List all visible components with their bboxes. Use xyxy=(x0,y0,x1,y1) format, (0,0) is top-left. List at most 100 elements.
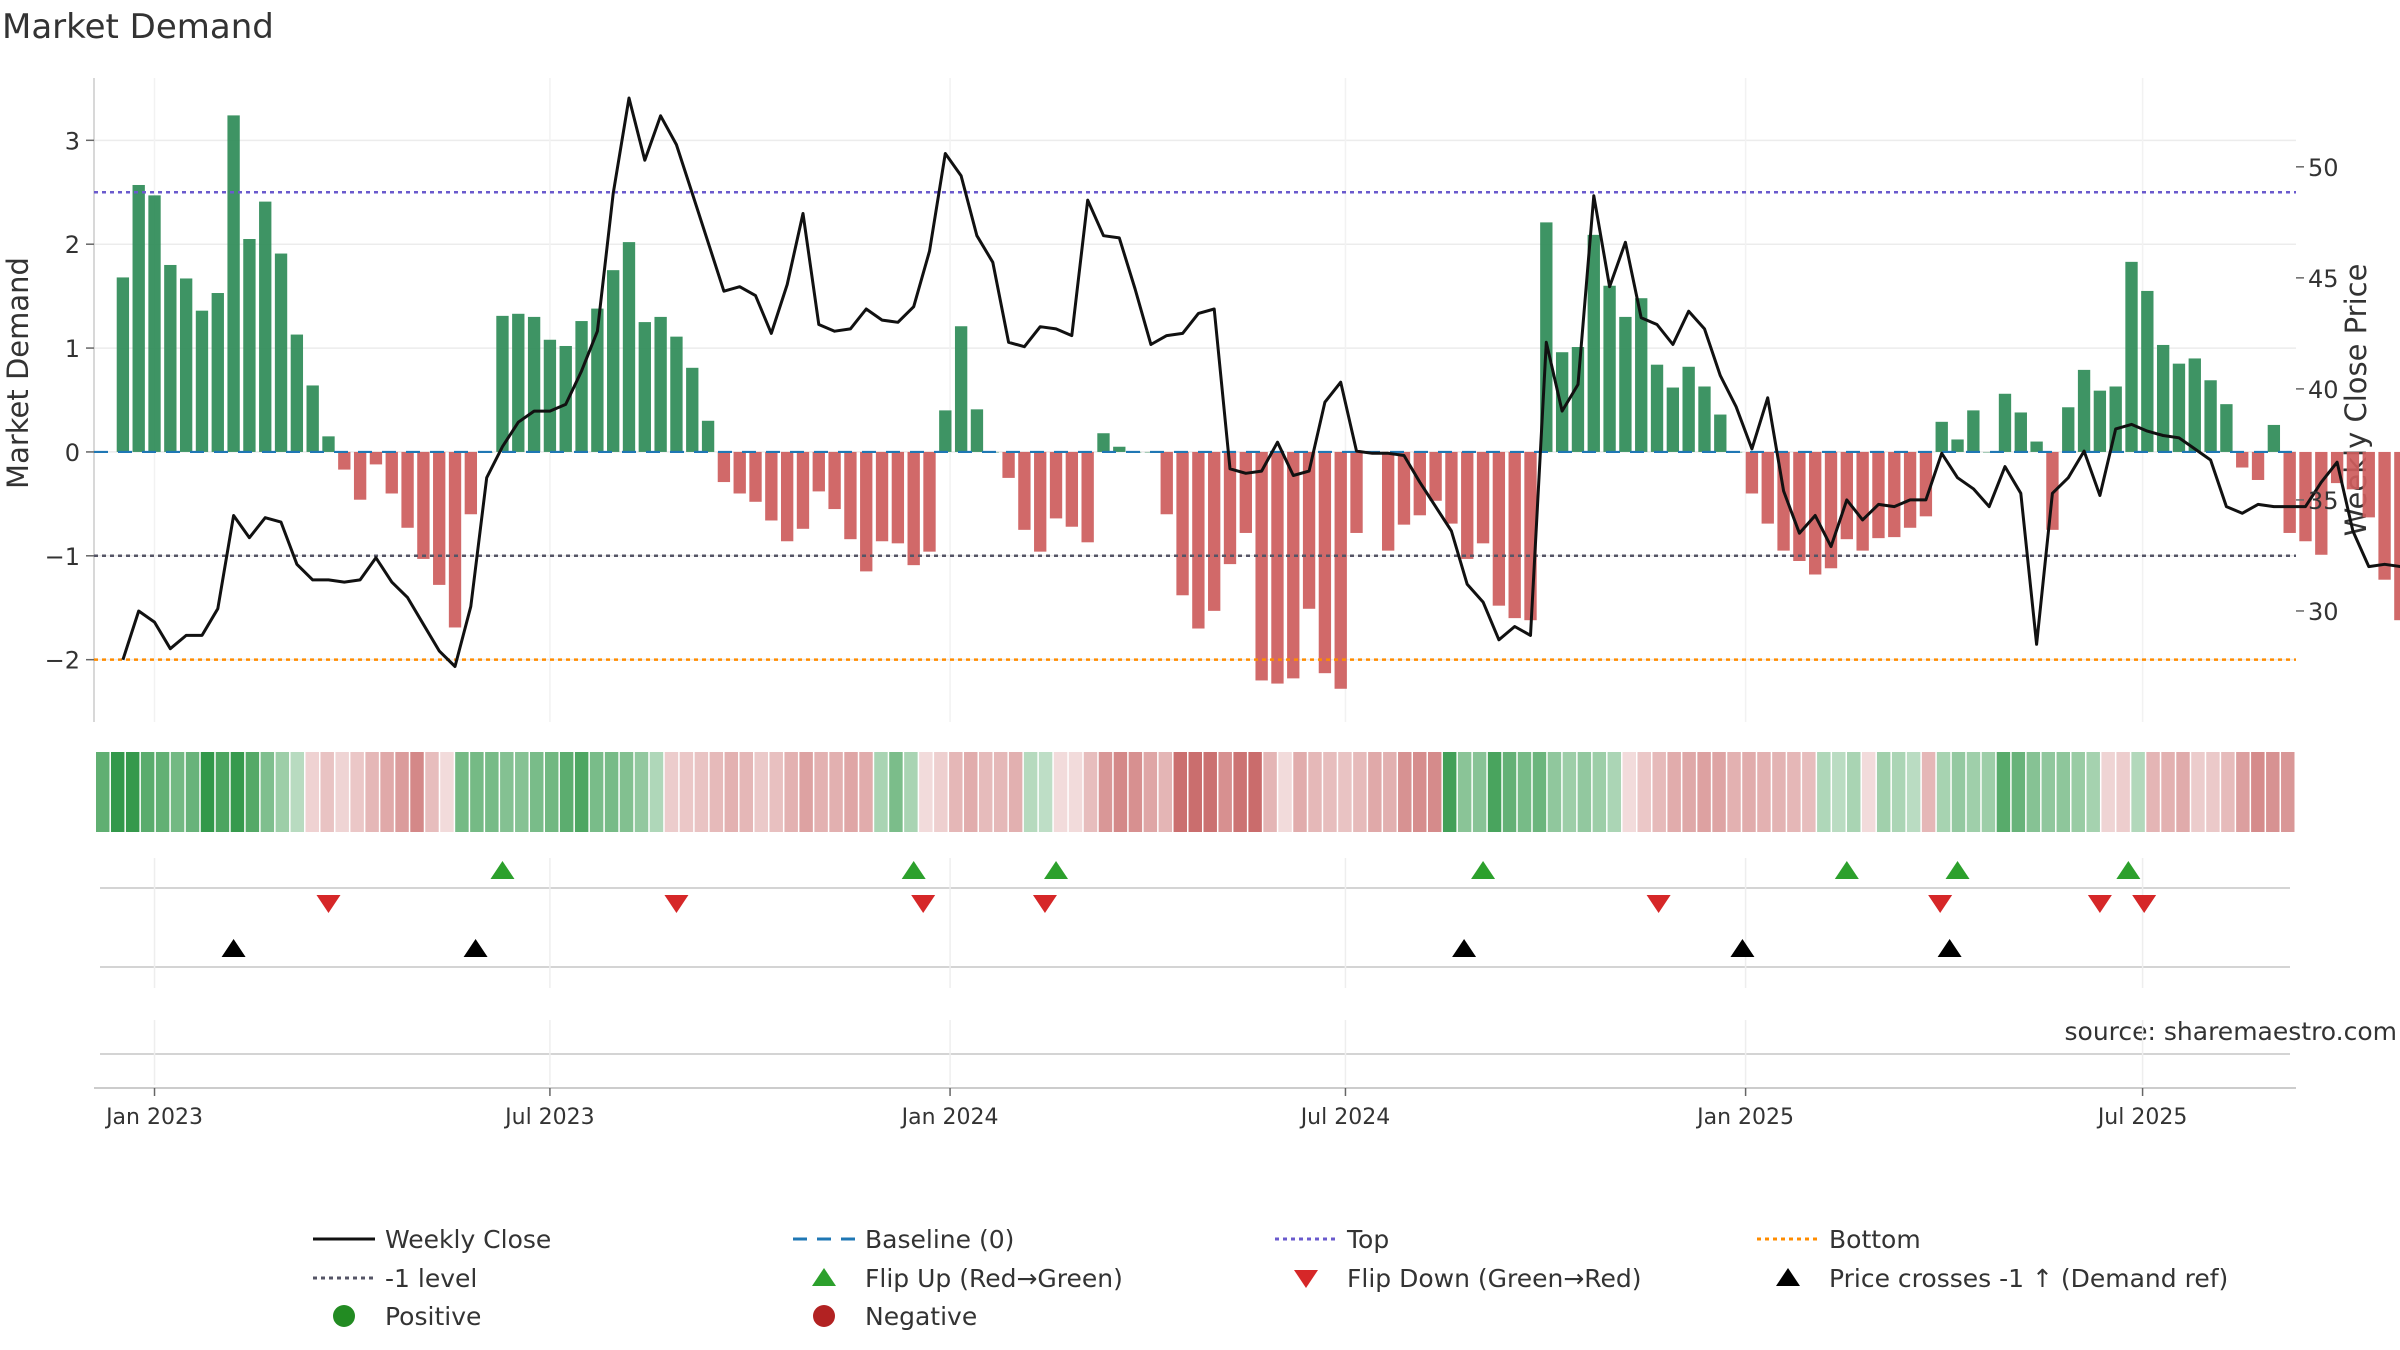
demand-bar xyxy=(512,313,525,452)
heat-cell xyxy=(1727,752,1741,832)
demand-bar xyxy=(2156,344,2170,452)
heat-cell xyxy=(1802,752,1816,832)
y2-tick-label: 40 xyxy=(2308,376,2339,404)
heat-cell xyxy=(1817,752,1831,832)
x-tick-label: Jul 2025 xyxy=(2096,1105,2188,1130)
y-tick-label: −1 xyxy=(45,543,80,571)
demand-bar xyxy=(1555,352,1569,452)
heat-cell xyxy=(515,752,529,832)
demand-bar xyxy=(385,451,398,494)
heat-cell xyxy=(215,752,230,832)
heat-cell xyxy=(1876,752,1891,832)
y2-tick-label: 45 xyxy=(2308,265,2339,293)
demand-bar xyxy=(1445,451,1458,524)
demand-bar xyxy=(1998,393,2012,452)
heat-cell xyxy=(2011,752,2026,832)
heat-cell xyxy=(425,752,439,832)
demand-bar xyxy=(116,277,130,452)
heat-cell xyxy=(1682,752,1696,832)
demand-bar xyxy=(1255,451,1268,681)
demand-bar xyxy=(164,264,177,452)
heat-cell xyxy=(859,752,873,832)
heat-cell xyxy=(1562,752,1577,832)
heat-cell xyxy=(1981,752,1996,832)
demand-bar xyxy=(1176,451,1189,596)
demand-bar xyxy=(2077,369,2091,452)
heat-cell xyxy=(544,752,559,832)
heat-cell xyxy=(1787,752,1801,832)
heat-cell xyxy=(2206,752,2220,832)
demand-bar xyxy=(2172,363,2186,452)
heat-cell xyxy=(470,752,484,832)
demand-bar xyxy=(1872,451,1885,539)
demand-bar xyxy=(2125,261,2138,452)
demand-bar xyxy=(2030,441,2043,452)
demand-bar xyxy=(1714,414,1727,452)
heat-cell xyxy=(230,752,245,832)
demand-bar xyxy=(1508,451,1521,619)
heat-cell xyxy=(320,752,334,832)
demand-bar xyxy=(907,451,920,566)
heat-cell xyxy=(919,752,933,832)
heat-cell xyxy=(1936,752,1951,832)
heat-cell xyxy=(110,752,125,832)
price-cross-marker xyxy=(463,939,488,957)
demand-bar xyxy=(195,310,209,452)
demand-bar xyxy=(765,451,778,521)
demand-bar xyxy=(1397,451,1411,525)
heat-cell xyxy=(1338,752,1352,832)
heat-cell xyxy=(1592,752,1607,832)
heat-cell xyxy=(1577,752,1592,832)
legend: Weekly Close Baseline (0) Top Bottom -1 leve… xyxy=(313,1225,2228,1331)
demand-bar xyxy=(2141,290,2154,452)
flip-down-marker xyxy=(1646,895,1671,913)
heat-cell xyxy=(1368,752,1382,832)
demand-bar xyxy=(1888,451,1901,538)
demand-bar xyxy=(2267,424,2281,452)
demand-bar xyxy=(670,336,683,452)
heat-cell xyxy=(1143,752,1158,832)
heat-cell xyxy=(1832,752,1846,832)
flip-up-marker xyxy=(490,861,515,879)
heat-cell xyxy=(709,752,724,832)
demand-bar xyxy=(322,436,335,452)
heat-cell xyxy=(754,752,768,832)
heat-cell xyxy=(874,752,888,832)
demand-bar xyxy=(607,270,620,452)
heat-cell xyxy=(1607,752,1622,832)
heat-cell xyxy=(2041,752,2056,832)
demand-bar xyxy=(1381,451,1395,551)
heat-cell xyxy=(1921,752,1936,832)
heat-cell xyxy=(1248,752,1262,832)
heat-cell xyxy=(679,752,694,832)
heat-cell xyxy=(1966,752,1981,832)
y-tick-label: −2 xyxy=(45,647,80,675)
heat-cell xyxy=(365,752,379,832)
heat-cell xyxy=(1532,752,1547,832)
demand-bar xyxy=(1793,451,1806,561)
demand-bar xyxy=(1903,451,1917,528)
legend-swatch-flip-down xyxy=(1294,1270,1318,1288)
demand-bar xyxy=(1587,234,1600,452)
heat-cell xyxy=(2281,752,2295,832)
heat-cell xyxy=(1457,752,1472,832)
demand-bar xyxy=(1935,421,1948,452)
heat-cell xyxy=(1517,752,1532,832)
price-cross-marker xyxy=(1452,939,1477,957)
demand-bar xyxy=(1698,386,1711,452)
legend-swatch-negative xyxy=(813,1305,835,1327)
heat-cell xyxy=(904,752,918,832)
demand-bar xyxy=(591,308,604,452)
demand-bar xyxy=(654,316,667,452)
demand-bar xyxy=(2346,451,2360,490)
demand-bar xyxy=(954,326,968,452)
heat-cell xyxy=(844,752,858,832)
heat-cell xyxy=(1023,752,1038,832)
demand-bar xyxy=(1635,298,1648,452)
y-tick-label: 3 xyxy=(65,127,80,155)
heat-cell xyxy=(829,752,843,832)
demand-bar xyxy=(1002,451,1015,478)
demand-bar xyxy=(1097,433,1110,452)
